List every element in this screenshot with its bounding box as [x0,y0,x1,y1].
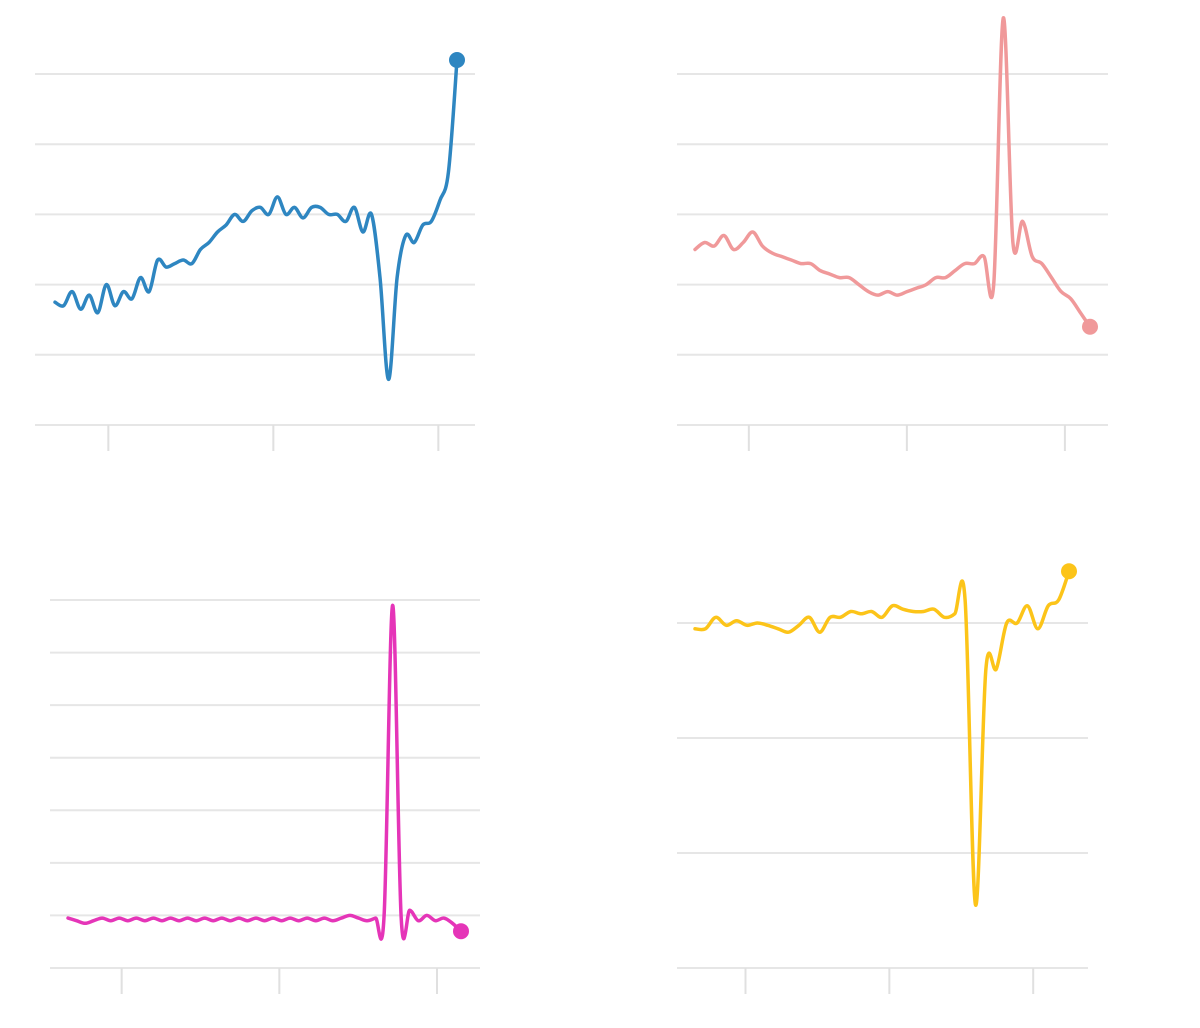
end-marker-bottom-right [1061,563,1077,580]
end-marker-bottom-left [453,923,469,940]
end-marker-top-left [449,52,465,68]
chart-panel-bottom-left [50,599,480,994]
series-line-top-left [53,58,459,382]
chart-panel-bottom-right [677,563,1088,994]
series-line-bottom-right [693,569,1071,907]
chart-panel-top-right [677,16,1108,451]
chart-panel-top-left [35,52,475,451]
series-line-bottom-left [66,603,463,941]
end-marker-top-right [1082,318,1098,335]
series-line-top-right [693,16,1092,329]
